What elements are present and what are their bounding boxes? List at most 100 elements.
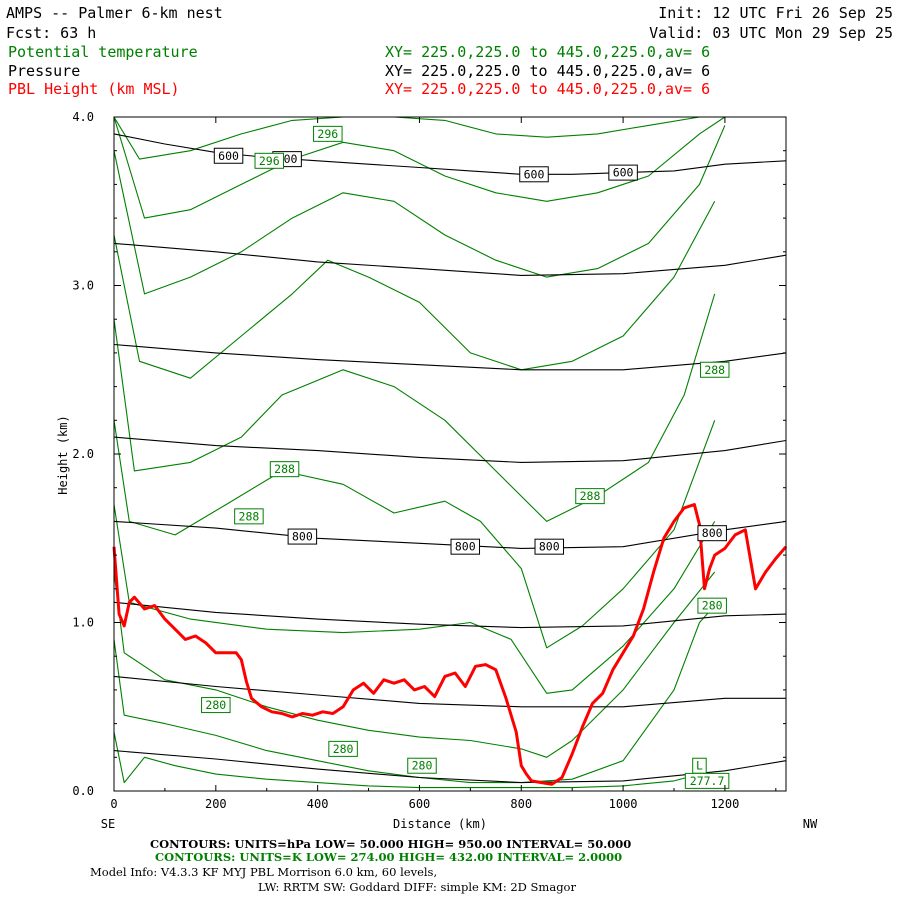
series-pressure-950-hpa: [113, 750, 787, 784]
contour-label-box: [254, 152, 285, 169]
contour-label-text: 280: [333, 742, 354, 756]
pbl-line: [112, 503, 788, 786]
y-axis-label: Height (km): [56, 415, 70, 494]
field-name-pressure: Pressure: [8, 62, 80, 80]
contour-label-text: 280: [412, 759, 433, 773]
contour-label: 600: [608, 164, 638, 181]
contour-label-text: 800: [292, 530, 313, 544]
x-tick-label: 200: [205, 797, 227, 811]
series-pressure-900-hpa: [113, 675, 786, 708]
x-tick-label: 1200: [710, 797, 739, 811]
contour-label: 288: [575, 488, 605, 505]
init-time: Init: 12 UTC Fri 26 Sep 25: [658, 4, 893, 22]
series-pressure-800-hpa: [113, 520, 787, 549]
contour-label-text: 600: [613, 166, 634, 180]
contour-label-box: [287, 528, 318, 545]
contour-label-box: [608, 164, 638, 181]
contour-label-box: [575, 488, 605, 505]
contour-label: 288: [234, 508, 264, 525]
y-tick-label: 3.0: [72, 279, 94, 293]
contour-label-box: [684, 772, 730, 789]
series-potential-temperature-290-k: [113, 201, 716, 379]
footer-pressure-contours: CONTOURS: UNITS=hPa LOW= 50.000 HIGH= 95…: [150, 837, 631, 851]
series-pressure-750-hpa: [113, 436, 787, 463]
contour-label-box: [407, 757, 437, 774]
series-pressure-850-hpa: [113, 601, 787, 629]
field-xy-theta: XY= 225.0,225.0 to 445.0,225.0,av= 6: [385, 43, 710, 61]
series-potential-temperature-296-k: [113, 116, 700, 160]
contour-label-text: 288: [704, 363, 725, 377]
contour-label: 800: [450, 538, 481, 555]
forecast-hour: Fcst: 63 h: [6, 24, 96, 42]
y-tick-label: 2.0: [72, 447, 94, 461]
series-potential-temperature-294-k: [113, 116, 726, 219]
series-potential-temperature-278-k: [113, 731, 700, 789]
contour-label: 280: [407, 757, 437, 774]
contour-label: 288: [699, 361, 730, 378]
axes: 0 200 400 600 800 1000 1200 0.0 1.0 2.0 3.0 4.0: [72, 110, 786, 811]
contour-label-box: [697, 597, 727, 614]
footer-theta-contours: CONTOURS: UNITS=K LOW= 274.00 HIGH= 432.…: [155, 850, 622, 864]
x-tick-label: 0: [110, 797, 117, 811]
x-tick-label: 1000: [609, 797, 638, 811]
contour-label-text: 600: [524, 167, 545, 181]
chart-title: AMPS -- Palmer 6-km nest: [6, 4, 223, 22]
contour-label: 288: [269, 461, 300, 478]
contour-label-box: [534, 538, 565, 555]
contour-label-box: [697, 525, 727, 542]
right-end-label: NW: [803, 817, 818, 831]
contour-label: 296: [313, 125, 343, 142]
contour-label-text: 288: [580, 489, 601, 503]
field-xy-pbl: XY= 225.0,225.0 to 445.0,225.0,av= 6: [385, 80, 710, 98]
contour-label-box: [699, 361, 730, 378]
series-potential-temperature-284-k: [113, 504, 716, 694]
valid-time: Valid: 03 UTC Mon 29 Sep 25: [649, 24, 893, 42]
contour-label-box: [213, 147, 244, 164]
contour-label: 600: [519, 166, 549, 183]
contour-label: 277.7: [684, 772, 730, 789]
contour-label: 800: [534, 538, 565, 555]
contour-label: L: [692, 757, 707, 774]
contour-label-text: 600: [218, 149, 239, 163]
contour-label-text: 280: [205, 698, 226, 712]
contour-label-text: 296: [317, 127, 338, 141]
field-name-pbl: PBL Height (km MSL): [8, 80, 180, 98]
y-tick-label: 1.0: [72, 616, 94, 630]
series-potential-temperature-282-k: [113, 571, 716, 758]
contour-label-text: 288: [274, 462, 295, 476]
left-end-label: SE: [101, 817, 115, 831]
series-potential-temperature-286-k: [113, 420, 716, 649]
series-pbl-height-km-msl: [112, 503, 788, 786]
x-tick-label: 800: [510, 797, 532, 811]
footer-physics-info: LW: RRTM SW: Goddard DIFF: simple KM: 2D…: [258, 880, 576, 894]
contour-label: 800: [287, 528, 318, 545]
contour-label-text: 288: [239, 509, 260, 523]
contour-label: 280: [328, 740, 358, 757]
contour-label-box: [313, 125, 343, 142]
series-potential-temperature-292-k: [113, 125, 726, 295]
series-potential-temperature-280-k: [113, 605, 716, 784]
contour-label-box: [519, 166, 549, 183]
x-axis-label: Distance (km): [393, 817, 487, 831]
series-potential-temperature-288-k: [113, 293, 716, 522]
contour-label: 280: [697, 597, 727, 614]
x-tick-label: 400: [307, 797, 329, 811]
contour-label-box: [328, 740, 358, 757]
contour-label: 800: [697, 525, 727, 542]
contour-label: 296: [254, 152, 285, 169]
field-name-theta: Potential temperature: [8, 43, 198, 61]
contour-label-box: [201, 697, 231, 714]
contour-label: 280: [201, 697, 231, 714]
footer-model-info: Model Info: V4.3.3 KF MYJ PBL Morrison 6…: [90, 865, 437, 879]
contour-label-text: 277.7: [690, 774, 725, 788]
series-pressure-650-hpa: [113, 242, 787, 276]
contour-label-box: [234, 508, 264, 525]
contour-label-text: 800: [455, 540, 476, 554]
y-tick-label: 0.0: [72, 784, 94, 798]
y-tick-label: 4.0: [72, 110, 94, 124]
field-xy-pressure: XY= 225.0,225.0 to 445.0,225.0,av= 6: [385, 62, 710, 80]
contour-label-text: L: [696, 759, 703, 773]
contour-label-text: 280: [702, 599, 723, 613]
